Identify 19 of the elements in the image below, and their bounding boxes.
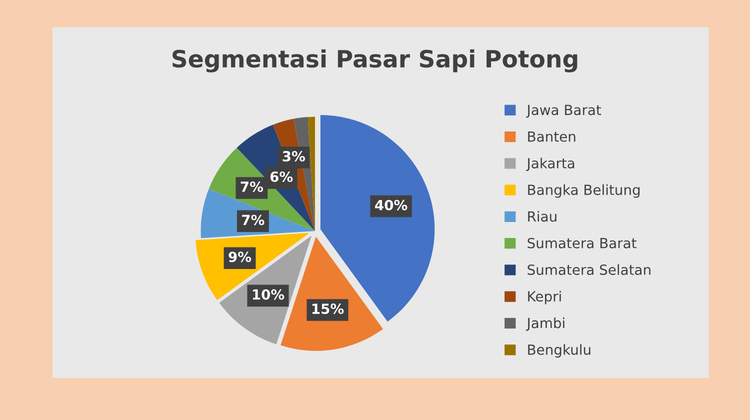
- data-label: 3%: [282, 151, 305, 162]
- legend-label: Bengkulu: [528, 344, 590, 358]
- data-label: 40%: [375, 200, 408, 210]
- chart-title: Segmentasi Pasar Sapi Potong: [172, 49, 578, 72]
- data-label: 15%: [312, 304, 344, 314]
- legend-label: Sumatera Selatan: [528, 264, 650, 275]
- legend-label: Kepri: [528, 290, 561, 304]
- legend-label: Jambi: [526, 318, 564, 331]
- legend-label: Sumatera Barat: [528, 238, 636, 248]
- data-label: 10%: [252, 289, 284, 300]
- data-label: 9%: [228, 252, 252, 262]
- data-label: 7%: [242, 214, 264, 226]
- legend-label: Banten: [528, 131, 576, 142]
- legend-label: Riau: [528, 210, 556, 222]
- data-label: 7%: [240, 182, 264, 192]
- legend-label: Jakarta: [526, 158, 574, 172]
- legend-label: Jawa Barat: [526, 104, 602, 118]
- legend-label: Bangka Belitung: [528, 184, 640, 198]
- data-label: 6%: [270, 171, 293, 182]
